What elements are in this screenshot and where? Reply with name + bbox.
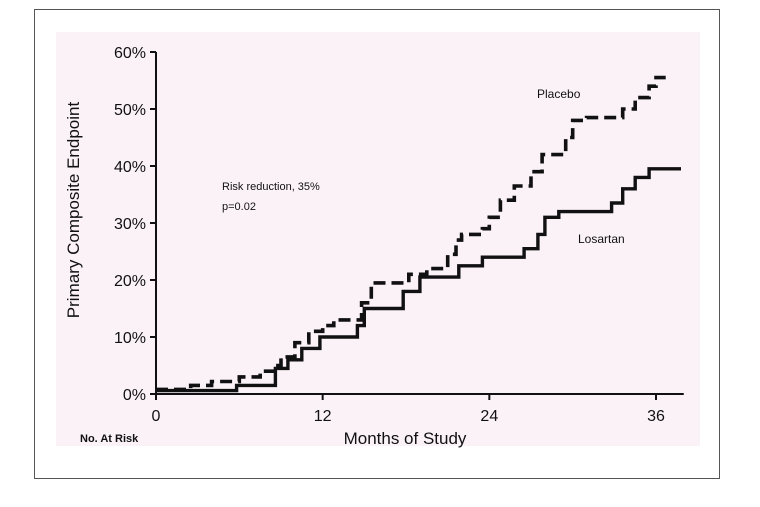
y-axis-label: Primary Composite Endpoint xyxy=(64,102,83,319)
y-tick-label: 60% xyxy=(114,45,146,62)
y-tick-label: 40% xyxy=(114,159,146,176)
series-line-losartan xyxy=(156,167,681,393)
x-tick-label: 36 xyxy=(647,408,665,425)
x-tick-label: 12 xyxy=(314,408,332,425)
y-tick-label: 0% xyxy=(123,387,146,404)
y-tick-label: 20% xyxy=(114,273,146,290)
no-at-risk-label: No. At Risk xyxy=(80,433,139,445)
plot-panel xyxy=(56,32,700,446)
x-tick-label: 0 xyxy=(152,408,161,425)
series-lines xyxy=(156,75,681,393)
y-tick-label: 30% xyxy=(114,216,146,233)
y-tick-label: 10% xyxy=(114,330,146,347)
series-label-losartan: Losartan xyxy=(578,232,625,246)
x-axis-label: Months of Study xyxy=(344,429,467,448)
ticks: 0% 10% 20% 30% 40% 50% 60% 0 12 24 36 xyxy=(114,45,665,425)
p-value-annotation: p=0.02 xyxy=(222,201,256,213)
x-tick-label: 24 xyxy=(480,408,498,425)
risk-reduction-annotation: Risk reduction, 35% xyxy=(222,181,320,193)
series-label-placebo: Placebo xyxy=(537,87,581,101)
axes xyxy=(155,52,684,395)
y-tick-label: 50% xyxy=(114,102,146,119)
